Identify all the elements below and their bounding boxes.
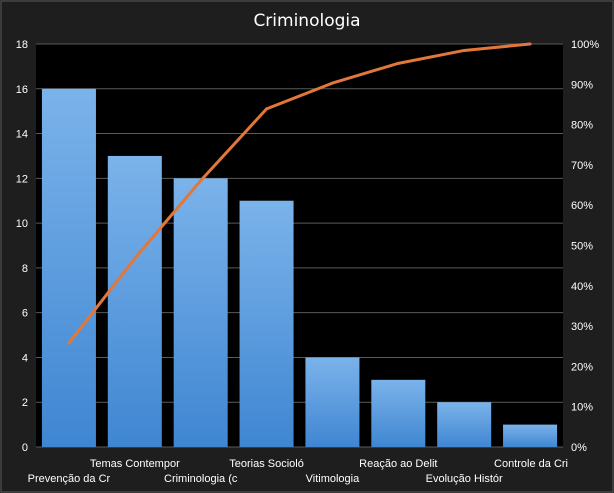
category-label: Temas Contempor xyxy=(90,458,180,470)
category-label: Criminologia (c xyxy=(164,473,238,485)
category-label: Reação ao Delit xyxy=(359,458,437,470)
bar xyxy=(41,88,96,448)
y2-tick-label: 50% xyxy=(571,241,593,253)
cumulative-point xyxy=(67,341,71,345)
y-tick-label: 4 xyxy=(22,352,28,364)
cumulative-point xyxy=(265,107,269,111)
y2-tick-label: 0% xyxy=(571,442,587,454)
bar xyxy=(437,402,492,447)
cumulative-point xyxy=(133,256,137,260)
category-label: Teorias Socioló xyxy=(229,458,304,470)
bar xyxy=(503,424,558,447)
y2-tick-label: 90% xyxy=(571,79,593,91)
bar xyxy=(371,379,426,447)
category-label: Prevenção da Cr xyxy=(28,473,111,485)
y2-tick-label: 100% xyxy=(571,39,599,51)
y2-tick-label: 40% xyxy=(571,281,593,293)
y-tick-label: 8 xyxy=(22,263,28,275)
y2-tick-label: 10% xyxy=(571,402,593,414)
cumulative-point xyxy=(462,48,466,52)
y-tick-label: 0 xyxy=(22,442,28,454)
y-tick-label: 6 xyxy=(22,308,28,320)
cumulative-point xyxy=(396,61,400,65)
cumulative-line-series xyxy=(67,42,532,345)
category-label: Controle da Cri xyxy=(494,458,568,470)
cumulative-point xyxy=(330,81,334,85)
category-label: Evolução Histór xyxy=(426,473,503,485)
y2-tick-label: 20% xyxy=(571,361,593,373)
primary-y-axis: 0 2 4 6 8 10 12 14 16 18 xyxy=(16,39,28,454)
y-tick-label: 14 xyxy=(16,129,28,141)
y-tick-label: 16 xyxy=(16,84,28,96)
bar xyxy=(305,357,360,447)
y-tick-label: 10 xyxy=(16,218,28,230)
y-tick-label: 12 xyxy=(16,173,28,185)
chart-title: Criminologia xyxy=(253,11,360,31)
bar xyxy=(107,155,162,447)
y2-tick-label: 30% xyxy=(571,321,593,333)
y-tick-label: 2 xyxy=(22,397,28,409)
cumulative-point xyxy=(199,179,203,183)
y-tick-label: 18 xyxy=(16,39,28,51)
secondary-y-axis: 0% 10% 20% 30% 40% 50% 60% 70% 80% 90% 100% xyxy=(571,39,599,454)
bar-series xyxy=(41,88,558,448)
bar xyxy=(239,200,294,447)
y2-tick-label: 60% xyxy=(571,200,593,212)
y2-tick-label: 80% xyxy=(571,120,593,132)
cumulative-line xyxy=(67,42,531,344)
category-label: Vitimologia xyxy=(306,473,360,485)
bar xyxy=(173,178,228,448)
y2-tick-label: 70% xyxy=(571,160,593,172)
category-x-axis: Prevenção da Cr Temas Contempor Criminolog… xyxy=(28,458,568,485)
cumulative-point xyxy=(528,42,532,46)
